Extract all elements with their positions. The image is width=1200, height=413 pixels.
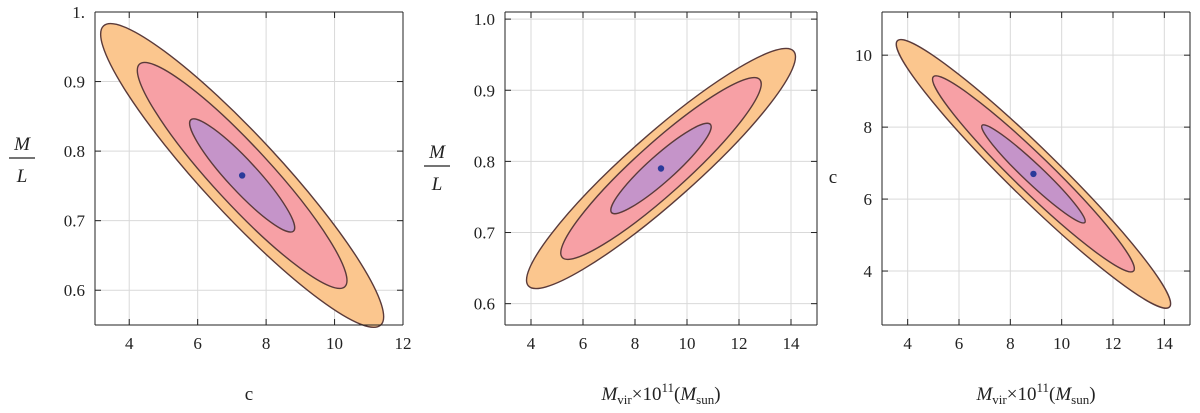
y-tick-label: 0.8 — [64, 142, 85, 161]
x-tick-label: 4 — [903, 334, 912, 353]
x-tick-label: 10 — [326, 334, 343, 353]
y-tick-label: 10 — [855, 46, 872, 65]
y-tick-label: 0.9 — [474, 81, 495, 100]
y-axis-label: c — [829, 167, 837, 188]
x-axis-label: c — [245, 384, 253, 405]
y-tick-label: 6 — [864, 190, 873, 209]
y-tick-label: 8 — [864, 118, 873, 137]
best-fit-point — [657, 165, 665, 172]
y-axis-label-denominator: L — [431, 174, 443, 195]
x-axis-label: Mvir×1011(Msun) — [975, 380, 1095, 407]
y-tick-label: 0.9 — [64, 73, 85, 92]
x-tick-label: 12 — [731, 334, 748, 353]
x-axis-label: Mvir×1011(Msun) — [600, 380, 720, 407]
best-fit-point — [238, 172, 246, 179]
y-tick-label: 0.6 — [64, 281, 85, 300]
x-tick-label: 6 — [193, 334, 202, 353]
x-tick-label: 14 — [1156, 334, 1174, 353]
y-tick-label: 1.0 — [474, 10, 495, 29]
panel-1: 4 6 8 10 12 0.6 0.7 0.8 0.9 1. c ML — [9, 3, 412, 405]
x-tick-label: 8 — [1006, 334, 1015, 353]
x-tick-label: 8 — [262, 334, 271, 353]
y-tick-label: 1. — [72, 3, 85, 22]
x-tick-label: 4 — [527, 334, 536, 353]
x-tick-label: 4 — [125, 334, 134, 353]
y-tick-label: 0.8 — [474, 152, 495, 171]
y-tick-label: 4 — [864, 262, 873, 281]
x-tick-label: 10 — [679, 334, 696, 353]
y-tick-label: 0.7 — [64, 212, 86, 231]
panel-2: 4 6 8 10 12 14 0.6 0.7 0.8 0.9 1.0 Mvir×1011(Msun) M… — [424, 10, 818, 407]
x-tick-label: 14 — [783, 334, 801, 353]
best-fit-point — [1030, 170, 1037, 178]
x-tick-label: 6 — [955, 334, 964, 353]
x-tick-label: 12 — [395, 334, 412, 353]
y-axis-label-denominator: L — [16, 166, 28, 187]
y-tick-label: 0.7 — [474, 224, 496, 243]
panel-3: 4 6 8 10 12 14 4 6 8 10 Mvir×1011(Msun) c — [829, 11, 1191, 407]
y-axis-label-numerator: M — [13, 134, 31, 155]
x-tick-label: 10 — [1053, 334, 1070, 353]
y-tick-label: 0.6 — [474, 295, 495, 314]
y-axis-label-numerator: M — [428, 142, 446, 163]
x-tick-label: 12 — [1105, 334, 1122, 353]
x-tick-label: 8 — [631, 334, 640, 353]
x-tick-label: 6 — [579, 334, 588, 353]
